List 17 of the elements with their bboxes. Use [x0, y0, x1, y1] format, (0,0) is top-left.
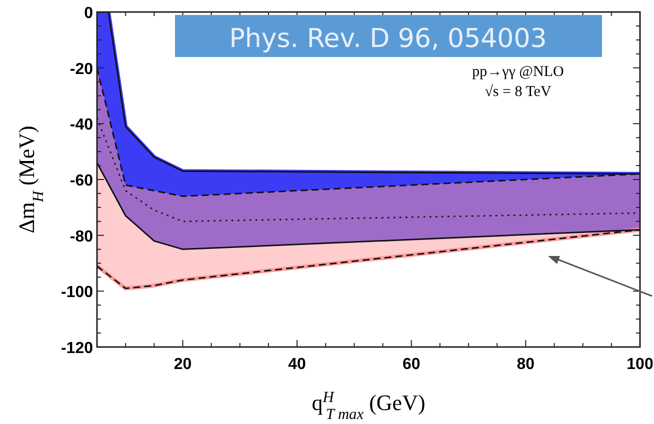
y-tick-label: -40 [70, 116, 94, 134]
y-tick-label: -100 [60, 284, 94, 302]
annotation: pp→γγ @NLO [472, 64, 564, 80]
annotation: √s = 8 TeV [484, 84, 552, 100]
citation-banner: Phys. Rev. D 96, 054003 [175, 15, 602, 57]
y-tick-label: -120 [60, 340, 94, 357]
y-tick-label: -60 [70, 172, 94, 190]
x-tick-label: 80 [516, 356, 535, 373]
y-tick-label: -80 [70, 228, 94, 246]
x-tick-label: 40 [288, 356, 306, 373]
x-tick-label: 100 [626, 356, 654, 373]
x-tick-label: 20 [174, 356, 192, 373]
x-tick-label: 60 [402, 356, 420, 373]
x-axis-title: q$^{H}$$_{T max}$ (GeV) [312, 388, 426, 422]
y-tick-label: 0 [84, 5, 94, 22]
annotation: Phys. Rev. D 96, 054003 [229, 24, 547, 54]
y-tick-label: -20 [70, 60, 94, 78]
